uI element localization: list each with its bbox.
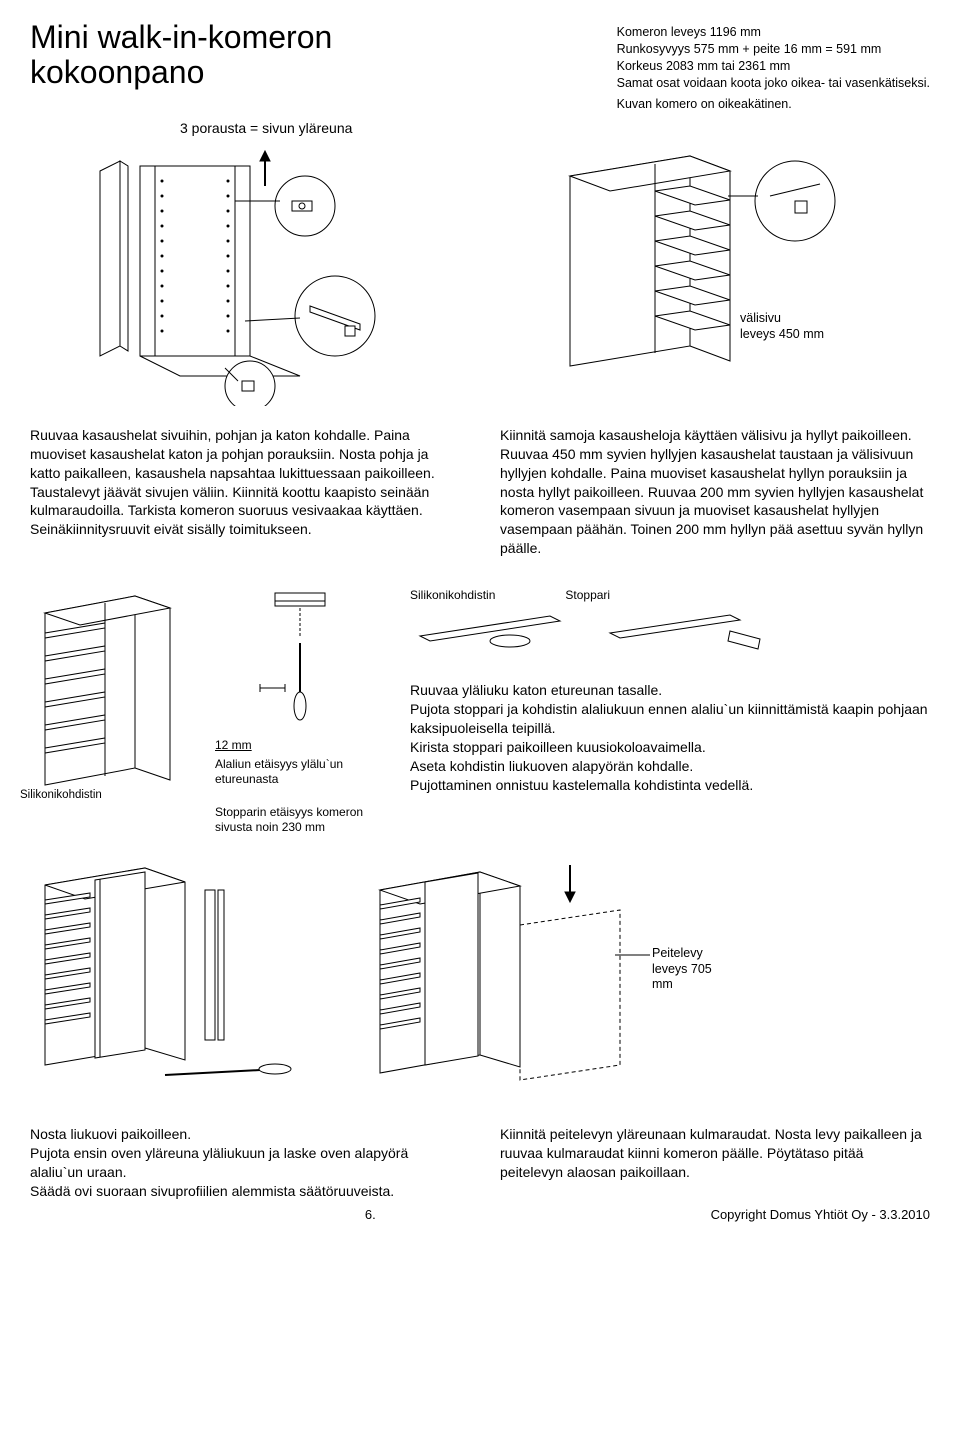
stoppari-label: Stoppari: [565, 588, 610, 603]
diagram-assembly-left: [90, 146, 420, 406]
spec-line: Komeron leveys 1196 mm: [617, 24, 930, 41]
page-title: Mini walk-in-komeron kokoonpano: [30, 20, 430, 112]
diagram-track-detail: [215, 588, 385, 738]
sili-left-label: Silikonikohdistin: [20, 788, 102, 802]
sub-caption: 3 porausta = sivun yläreuna: [180, 120, 930, 138]
divider-label: välisivu leveys 450 mm: [740, 311, 824, 342]
spec-block: Komeron leveys 1196 mm Runkosyvyys 575 m…: [617, 24, 930, 112]
diagram-track-parts: [410, 611, 790, 671]
diagram-cabinet-shelves: [30, 588, 190, 798]
paragraph-right: Kiinnitä samoja kasausheloja käyttäen vä…: [500, 426, 930, 558]
measure-12mm: 12 mm: [215, 738, 385, 753]
spec-line: Korkeus 2083 mm tai 2361 mm: [617, 58, 930, 75]
bottom-left-text: Nosta liukuovi paikoilleen. Pujota ensin…: [30, 1125, 460, 1201]
cover-label: Peitelevy leveys 705 mm: [652, 946, 720, 993]
spec-note: Kuvan komero on oikeakätinen.: [617, 96, 930, 113]
alaliun-label: Alaliun etäisyys ylälu`un etureunasta: [215, 757, 385, 787]
spec-line: Runkosyvyys 575 mm + peite 16 mm = 591 m…: [617, 41, 930, 58]
diagram-door-install: [30, 860, 310, 1100]
bottom-right-text: Kiinnitä peitelevyn yläreunaan kulmaraud…: [500, 1125, 930, 1201]
page-number: 6.: [365, 1207, 376, 1223]
sili-label: Silikonikohdistin: [410, 588, 495, 603]
diagram-assembly-right: [540, 146, 870, 406]
section3-body: Ruuvaa yläliuku katon etureunan tasalle.…: [410, 681, 930, 794]
stopparin-label: Stopparin etäisyys komeron sivusta noin …: [215, 805, 385, 835]
copyright: Copyright Domus Yhtiöt Oy - 3.3.2010: [711, 1207, 930, 1223]
spec-line: Samat osat voidaan koota joko oikea- tai…: [617, 75, 930, 92]
paragraph-left: Ruuvaa kasaushelat sivuihin, pohjan ja k…: [30, 426, 460, 558]
